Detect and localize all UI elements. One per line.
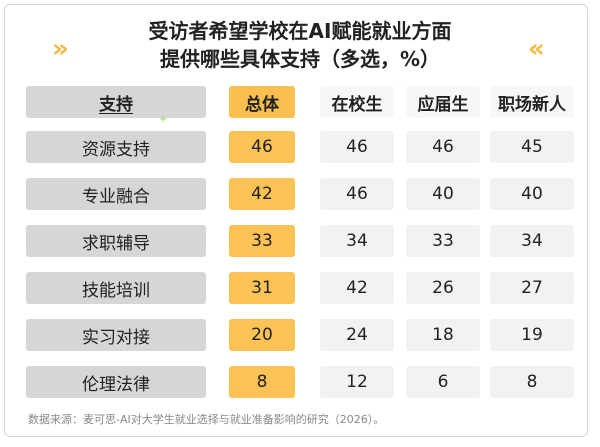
header-workplace-newcomers: 职场新人 [490, 86, 574, 118]
total-value: 31 [229, 272, 295, 304]
workplace-newcomers-value: 34 [490, 225, 574, 257]
chart-title-line2: 提供哪些具体支持（多选，%） [159, 47, 441, 71]
sparkle-icon: + [159, 114, 168, 125]
current-students-value: 12 [320, 366, 394, 398]
row-label: 伦理法律 [26, 366, 206, 398]
workplace-newcomers-value: 8 [490, 366, 574, 398]
header-fresh-graduates: 应届生 [406, 86, 480, 118]
header-total: 总体 [229, 86, 295, 118]
total-value: 42 [229, 178, 295, 210]
row-label: 求职辅导 [26, 225, 206, 257]
fresh-graduates-value: 6 [406, 366, 480, 398]
current-students-value: 24 [320, 319, 394, 351]
left-chevron-icon: » [52, 34, 69, 64]
row-label: 实习对接 [26, 319, 206, 351]
row-label: 专业融合 [26, 178, 206, 210]
data-source-note: 数据来源：麦可思-AI对大学生就业选择与就业准备影响的研究（2026）。 [28, 413, 385, 426]
current-students-value: 42 [320, 272, 394, 304]
fresh-graduates-value: 26 [406, 272, 480, 304]
total-value: 46 [229, 131, 295, 163]
fresh-graduates-value: 40 [406, 178, 480, 210]
fresh-graduates-value: 46 [406, 131, 480, 163]
total-value: 20 [229, 319, 295, 351]
workplace-newcomers-value: 45 [490, 131, 574, 163]
total-value: 8 [229, 366, 295, 398]
workplace-newcomers-value: 40 [490, 178, 574, 210]
workplace-newcomers-value: 27 [490, 272, 574, 304]
right-chevron-icon: « [528, 34, 545, 64]
current-students-value: 46 [320, 131, 394, 163]
fresh-graduates-value: 33 [406, 225, 480, 257]
row-label: 资源支持 [26, 131, 206, 163]
chart-frame [4, 4, 588, 437]
row-label: 技能培训 [26, 272, 206, 304]
current-students-value: 46 [320, 178, 394, 210]
workplace-newcomers-value: 19 [490, 319, 574, 351]
header-current-students: 在校生 [320, 86, 394, 118]
total-value: 33 [229, 225, 295, 257]
chart-title-line1: 受访者希望学校在AI赋能就业方面 [148, 19, 452, 43]
fresh-graduates-value: 18 [406, 319, 480, 351]
current-students-value: 34 [320, 225, 394, 257]
header-support: 支持 [26, 86, 206, 118]
